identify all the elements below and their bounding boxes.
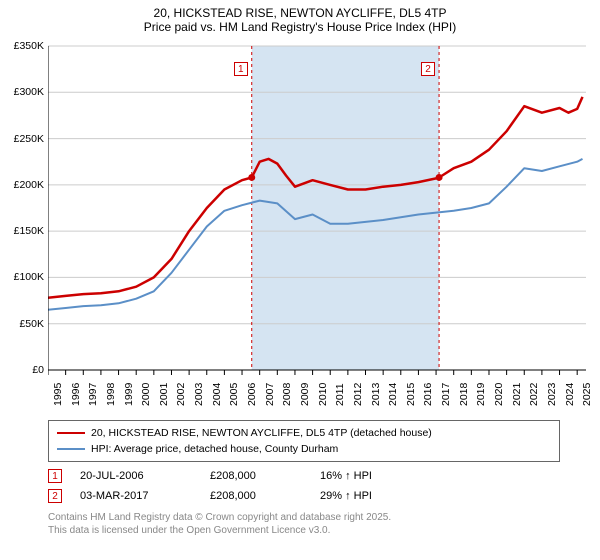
x-tick-label: 2016 <box>422 383 434 406</box>
legend-row: 20, HICKSTEAD RISE, NEWTON AYCLIFFE, DL5… <box>57 425 551 441</box>
chart-marker-label: 1 <box>234 62 248 76</box>
event-pct: 16% ↑ HPI <box>320 470 372 482</box>
x-tick-label: 2006 <box>246 383 258 406</box>
x-tick-label: 1997 <box>87 383 99 406</box>
x-tick-label: 1999 <box>123 383 135 406</box>
x-tick-label: 2012 <box>352 383 364 406</box>
chart-title-line1: 20, HICKSTEAD RISE, NEWTON AYCLIFFE, DL5… <box>0 6 600 20</box>
legend-label: 20, HICKSTEAD RISE, NEWTON AYCLIFFE, DL5… <box>91 427 432 439</box>
x-tick-label: 2007 <box>264 383 276 406</box>
footer-block: Contains HM Land Registry data © Crown c… <box>48 512 560 537</box>
x-tick-label: 2002 <box>175 383 187 406</box>
x-tick-label: 2005 <box>228 383 240 406</box>
event-date: 03-MAR-2017 <box>80 490 210 502</box>
y-tick-label: £200K <box>0 179 44 191</box>
legend-swatch <box>57 444 85 454</box>
x-tick-label: 2010 <box>317 383 329 406</box>
x-tick-label: 2015 <box>405 383 417 406</box>
legend-box: 20, HICKSTEAD RISE, NEWTON AYCLIFFE, DL5… <box>48 420 560 462</box>
x-tick-label: 2019 <box>475 383 487 406</box>
chart-title-block: 20, HICKSTEAD RISE, NEWTON AYCLIFFE, DL5… <box>0 0 600 36</box>
x-tick-label: 2024 <box>564 383 576 406</box>
footer-line2: This data is licensed under the Open Gov… <box>48 525 560 538</box>
legend-swatch <box>57 428 85 438</box>
x-tick-label: 2017 <box>440 383 452 406</box>
x-tick-label: 2000 <box>140 383 152 406</box>
y-tick-label: £300K <box>0 86 44 98</box>
x-tick-label: 2003 <box>193 383 205 406</box>
x-tick-label: 2022 <box>528 383 540 406</box>
legend-row: HPI: Average price, detached house, Coun… <box>57 441 551 457</box>
x-tick-label: 2013 <box>370 383 382 406</box>
chart-marker-label: 2 <box>421 62 435 76</box>
legend-label: HPI: Average price, detached house, Coun… <box>91 443 338 455</box>
x-tick-label: 2018 <box>458 383 470 406</box>
footer-line1: Contains HM Land Registry data © Crown c… <box>48 512 560 525</box>
y-tick-label: £150K <box>0 225 44 237</box>
x-tick-label: 2004 <box>211 383 223 406</box>
events-block: 1 20-JUL-2006 £208,000 16% ↑ HPI 2 03-MA… <box>48 466 560 506</box>
event-date: 20-JUL-2006 <box>80 470 210 482</box>
x-tick-label: 2014 <box>387 383 399 406</box>
x-tick-label: 2009 <box>299 383 311 406</box>
x-tick-label: 1998 <box>105 383 117 406</box>
event-row: 2 03-MAR-2017 £208,000 29% ↑ HPI <box>48 486 560 506</box>
y-tick-label: £50K <box>0 318 44 330</box>
y-tick-label: £100K <box>0 271 44 283</box>
x-tick-label: 1995 <box>52 383 64 406</box>
x-tick-label: 2023 <box>546 383 558 406</box>
event-badge: 1 <box>48 469 62 483</box>
event-price: £208,000 <box>210 490 320 502</box>
y-tick-label: £350K <box>0 40 44 52</box>
x-tick-label: 2020 <box>493 383 505 406</box>
event-price: £208,000 <box>210 470 320 482</box>
event-pct: 29% ↑ HPI <box>320 490 372 502</box>
x-tick-label: 2021 <box>511 383 523 406</box>
x-tick-label: 2025 <box>581 383 593 406</box>
x-tick-label: 2001 <box>158 383 170 406</box>
x-tick-label: 2011 <box>334 383 346 406</box>
chart-svg <box>48 42 588 412</box>
chart-area <box>48 42 588 412</box>
chart-title-line2: Price paid vs. HM Land Registry's House … <box>0 20 600 34</box>
x-tick-label: 2008 <box>281 383 293 406</box>
event-badge: 2 <box>48 489 62 503</box>
event-row: 1 20-JUL-2006 £208,000 16% ↑ HPI <box>48 466 560 486</box>
x-tick-label: 1996 <box>70 383 82 406</box>
y-tick-label: £0 <box>0 364 44 376</box>
y-tick-label: £250K <box>0 133 44 145</box>
